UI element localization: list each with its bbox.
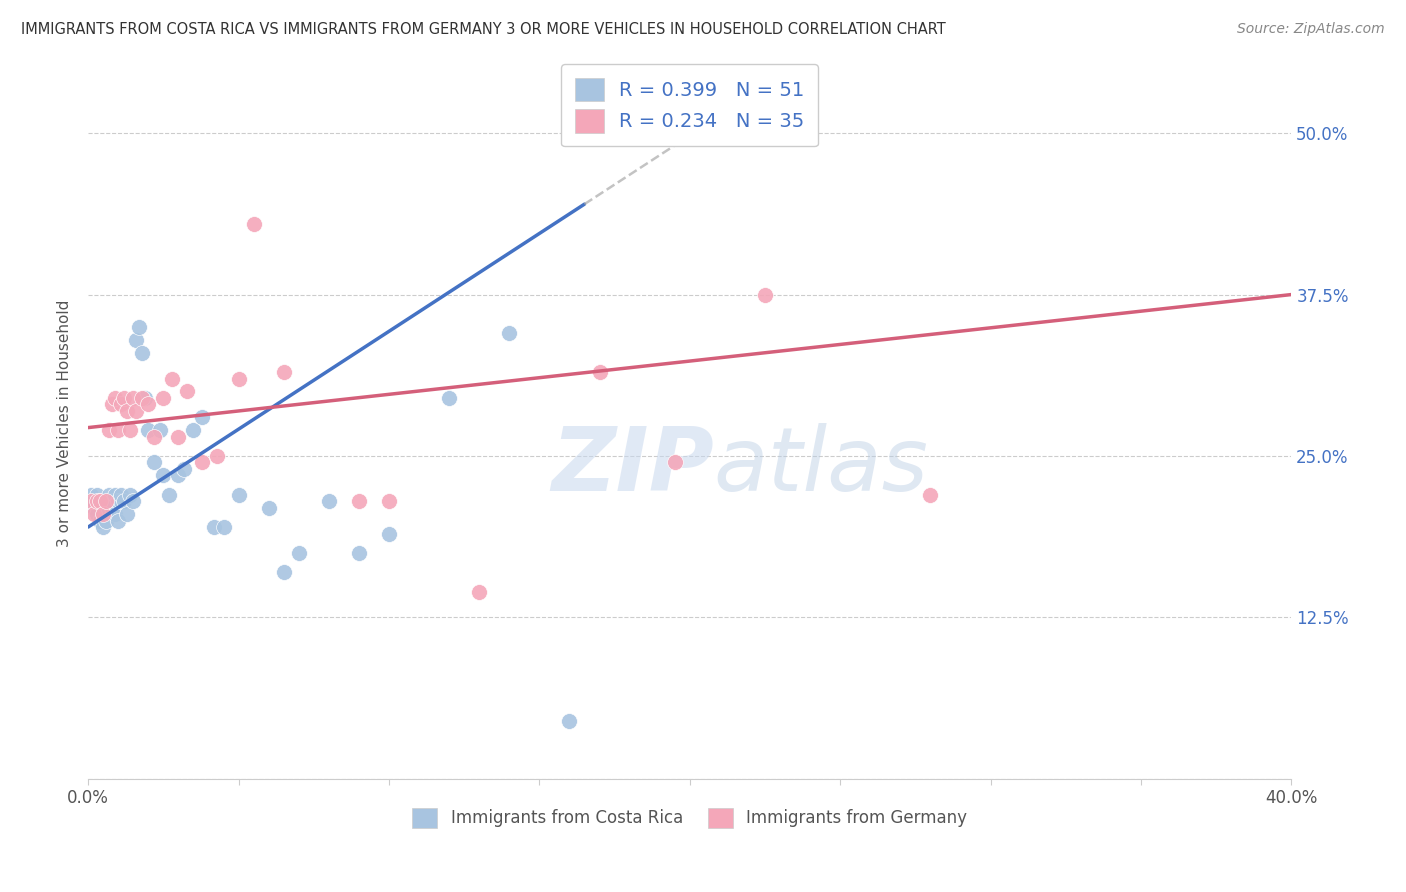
Point [287,546,309,560]
Point [204,520,226,534]
Point [191,455,214,469]
Point [167,430,190,444]
Point [98,423,121,437]
Point [347,546,370,560]
Point [110,488,132,502]
Point [136,423,159,437]
Point [86,507,108,521]
Point [112,494,135,508]
Point [468,584,491,599]
Point [86,488,108,502]
Point [125,404,148,418]
Point [83,494,105,508]
Point [920,488,942,502]
Text: atlas: atlas [714,424,929,509]
Point [110,494,132,508]
Point [98,494,121,508]
Point [152,468,174,483]
Point [378,526,401,541]
Point [91,520,114,534]
Point [588,365,610,379]
Point [173,462,195,476]
Point [378,494,401,508]
Point [91,500,114,515]
Point [107,494,129,508]
Point [125,333,148,347]
Point [96,494,118,508]
Point [273,365,295,379]
Point [273,566,295,580]
Point [212,520,235,534]
Point [143,430,166,444]
Point [207,449,229,463]
Point [754,287,776,301]
Point [83,507,105,521]
Text: ZIP: ZIP [551,423,714,510]
Point [112,391,135,405]
Point [149,423,172,437]
Point [96,514,118,528]
Point [89,514,111,528]
Point [83,500,105,515]
Point [101,500,124,515]
Point [122,494,145,508]
Point [96,494,118,508]
Point [120,488,142,502]
Point [157,488,180,502]
Point [228,488,250,502]
Point [122,391,145,405]
Point [131,391,153,405]
Point [104,391,127,405]
Text: IMMIGRANTS FROM COSTA RICA VS IMMIGRANTS FROM GERMANY 3 OR MORE VEHICLES IN HOUS: IMMIGRANTS FROM COSTA RICA VS IMMIGRANTS… [21,22,946,37]
Point [498,326,520,341]
Point [107,423,129,437]
Point [437,391,460,405]
Point [120,423,142,437]
Point [117,404,139,418]
Point [131,345,153,359]
Point [104,488,127,502]
Point [176,384,198,399]
Point [128,319,150,334]
Point [167,468,190,483]
Point [228,371,250,385]
Point [134,391,156,405]
Point [183,423,205,437]
Point [80,494,103,508]
Text: Source: ZipAtlas.com: Source: ZipAtlas.com [1237,22,1385,37]
Point [257,500,280,515]
Point [191,410,214,425]
Point [91,507,114,521]
Point [89,494,111,508]
Point [98,488,121,502]
Point [664,455,686,469]
Point [107,514,129,528]
Legend: Immigrants from Costa Rica, Immigrants from Germany: Immigrants from Costa Rica, Immigrants f… [405,801,974,835]
Point [318,494,340,508]
Point [80,488,103,502]
Point [104,507,127,521]
Point [89,494,111,508]
Point [101,397,124,411]
Point [110,397,132,411]
Point [101,494,124,508]
Point [162,371,184,385]
Point [347,494,370,508]
Point [242,217,264,231]
Point [152,391,174,405]
Y-axis label: 3 or more Vehicles in Household: 3 or more Vehicles in Household [58,300,72,548]
Point [86,494,108,508]
Point [136,397,159,411]
Point [558,714,581,728]
Point [117,507,139,521]
Point [143,455,166,469]
Point [80,494,103,508]
